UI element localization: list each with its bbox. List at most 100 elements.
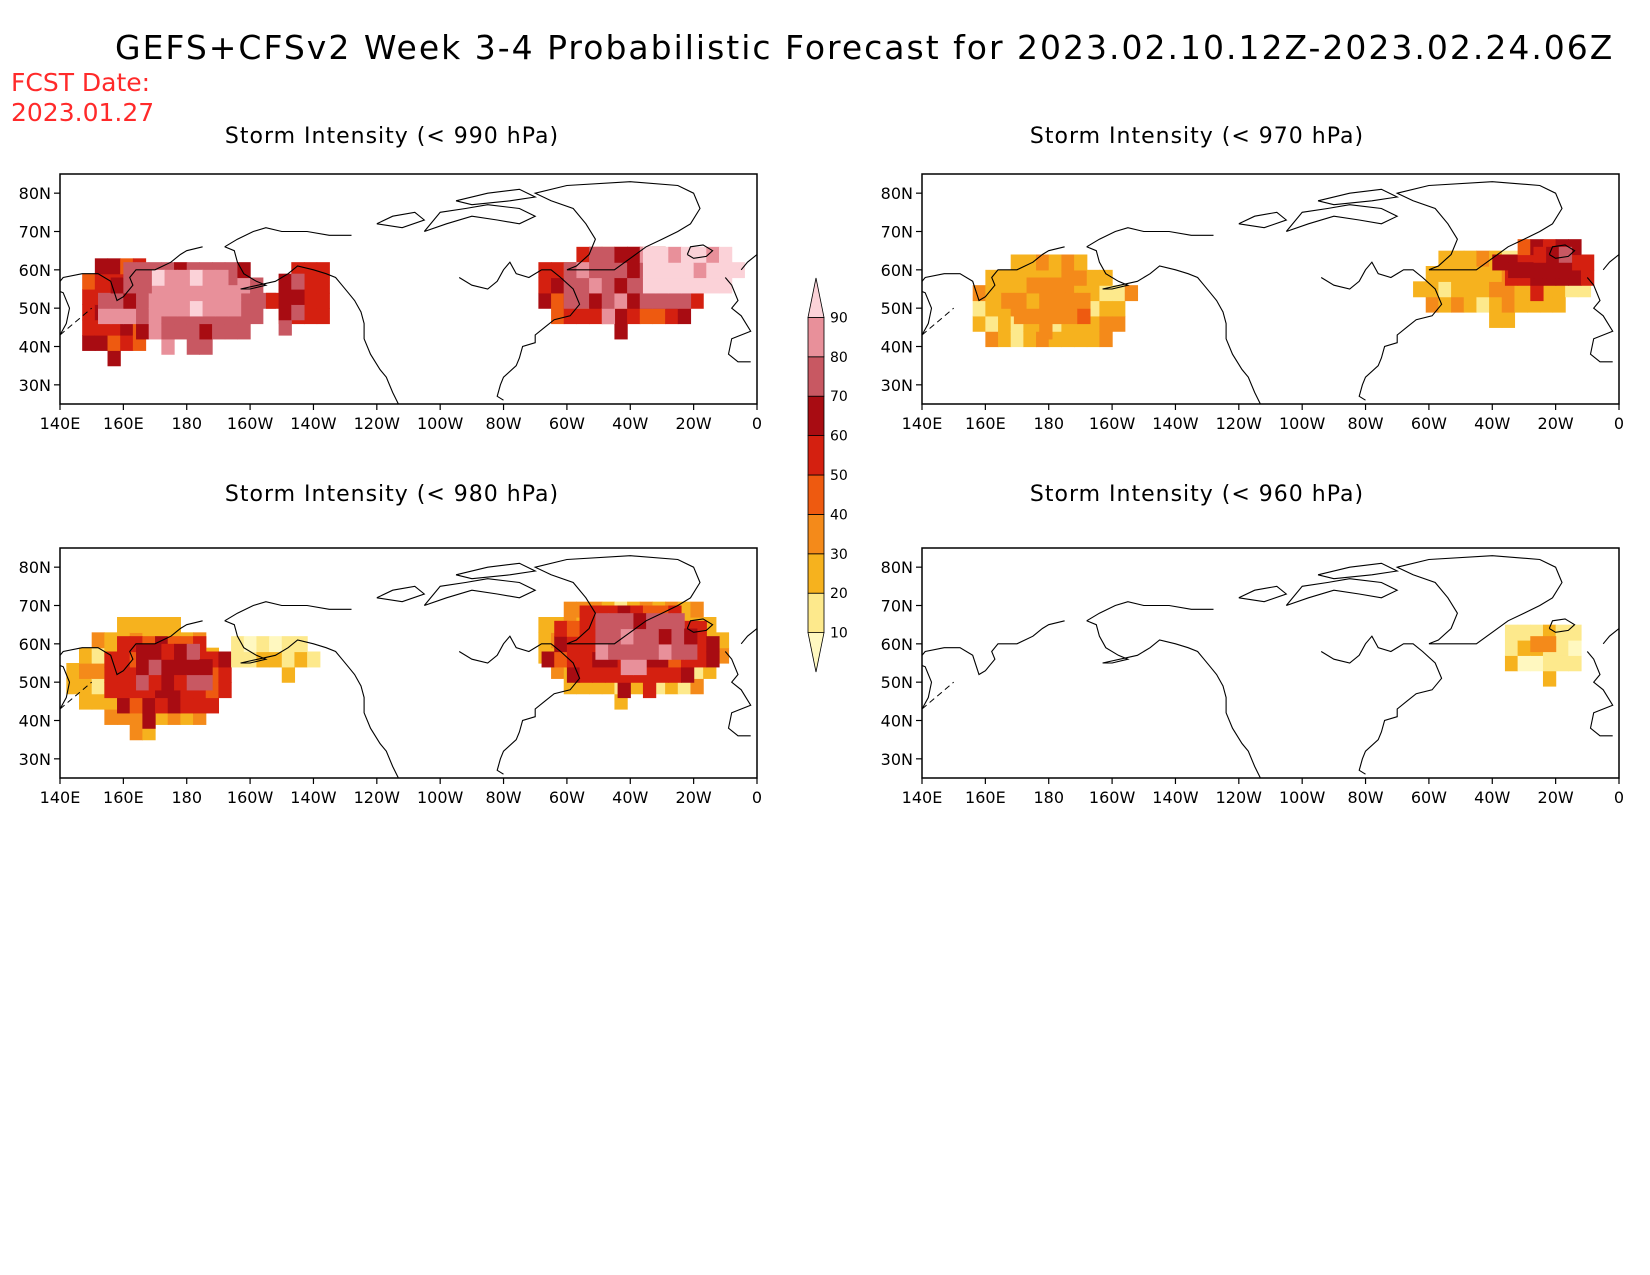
panel-title-960: Storm Intensity (< 960 hPa) — [1029, 482, 1365, 507]
shade-cell — [1036, 254, 1050, 271]
shade-cell — [576, 308, 590, 325]
coastline — [724, 277, 752, 363]
y-tick-label: 30N — [881, 750, 913, 769]
shade-cell — [136, 674, 150, 691]
shade-cell — [1501, 312, 1516, 328]
fcst-date: 2023.01.27 — [11, 98, 155, 127]
shade-cell — [1086, 269, 1101, 286]
x-tick-label: 80W — [1347, 788, 1383, 807]
shade-cell — [151, 269, 166, 286]
shade-cell — [316, 308, 330, 325]
shade-cell — [1517, 624, 1531, 641]
x-tick-label: 160E — [103, 788, 144, 807]
shade-cell — [117, 697, 131, 714]
shade-cell — [655, 277, 669, 294]
shade-cell — [123, 262, 137, 279]
shade-cell — [91, 678, 105, 695]
shade-cell — [164, 285, 178, 302]
shade-cell — [1051, 292, 1066, 309]
x-tick-label: 120W — [1216, 788, 1263, 807]
shade-cell — [177, 285, 191, 302]
shade-cell — [1001, 292, 1015, 309]
shade-cell — [1489, 312, 1503, 328]
x-tick-label: 140W — [1152, 414, 1199, 433]
x-tick-label: 20W — [676, 414, 712, 433]
coastline — [1086, 620, 1262, 778]
colorbar-segment — [807, 632, 825, 673]
coastline — [1548, 618, 1576, 633]
coastline — [1586, 651, 1614, 737]
shade-cell — [161, 674, 175, 691]
shade-cell — [1112, 315, 1126, 332]
x-tick-label: 140E — [40, 414, 81, 433]
shade-cell — [278, 273, 292, 290]
coastline — [1285, 204, 1399, 233]
shade-cell — [117, 617, 131, 633]
shade-cell — [1504, 655, 1519, 672]
shade-cell — [680, 262, 695, 279]
shade-cell — [633, 628, 647, 645]
shade-cell — [998, 331, 1012, 348]
shade-cell — [1061, 254, 1075, 271]
shade-cell — [601, 308, 616, 325]
shade-cell — [658, 643, 673, 660]
y-tick-label: 50N — [881, 673, 913, 692]
shade-cell — [189, 269, 204, 286]
shade-cell — [614, 308, 628, 325]
shade-cell — [218, 682, 232, 699]
shade-cell — [1501, 296, 1516, 313]
shade-cell — [148, 643, 162, 660]
panel-title-990: Storm Intensity (< 990 hPa) — [224, 124, 560, 149]
shade-cell — [589, 246, 603, 263]
shade-cell — [1074, 331, 1088, 348]
shade-cell — [731, 262, 745, 279]
shade-cell — [202, 300, 216, 317]
shade-cell — [1530, 285, 1544, 302]
shade-cell — [614, 262, 628, 279]
shade-cell — [1542, 655, 1557, 672]
shade-cell — [718, 246, 733, 263]
shade-cell — [620, 643, 635, 660]
shade-cell — [155, 697, 169, 714]
shade-cell — [174, 674, 188, 691]
shade-cell — [136, 292, 150, 309]
shade-cell — [642, 262, 657, 279]
x-tick-label: 120W — [1216, 414, 1263, 433]
colorbar-segment — [807, 435, 825, 476]
shade-cell — [639, 292, 654, 309]
shade-cell — [215, 300, 229, 317]
shade-cell — [117, 651, 131, 668]
shade-cell — [579, 666, 593, 683]
y-tick-label: 50N — [19, 673, 51, 692]
shade-cell — [589, 277, 603, 294]
x-tick-label: 160E — [965, 414, 1006, 433]
coastline — [740, 254, 757, 271]
shade-cell — [1074, 254, 1088, 271]
shade-cell — [579, 605, 593, 622]
shade-cell — [1026, 292, 1040, 309]
shade-cell — [79, 647, 93, 664]
x-tick-label: 0 — [1614, 788, 1624, 807]
map-panel-p990: 140E 160E 180 160W 140W 120W 100W 80W 60W 40W 20W 0… — [19, 173, 762, 433]
shade-cell — [1124, 285, 1139, 302]
shade-cell — [303, 292, 318, 309]
shade-cell — [1533, 262, 1547, 279]
shade-cell — [718, 277, 733, 294]
shade-cell — [82, 273, 96, 290]
coastline — [1086, 601, 1214, 622]
coastline — [533, 181, 701, 271]
shade-cell — [627, 292, 641, 309]
shade-cell — [303, 308, 318, 325]
shade-cell — [671, 628, 685, 645]
colorbar-segment — [807, 553, 825, 594]
shade-cell — [129, 724, 143, 741]
coastline — [1548, 244, 1576, 259]
shade-cell — [1438, 281, 1452, 298]
colorbar-segment — [807, 474, 825, 515]
shade-cell — [563, 601, 578, 618]
shade-cell — [212, 323, 226, 340]
shade-cell — [1530, 636, 1544, 653]
shade-cell — [1010, 269, 1024, 286]
shade-cell — [1039, 308, 1053, 325]
shade-cell — [281, 666, 296, 683]
